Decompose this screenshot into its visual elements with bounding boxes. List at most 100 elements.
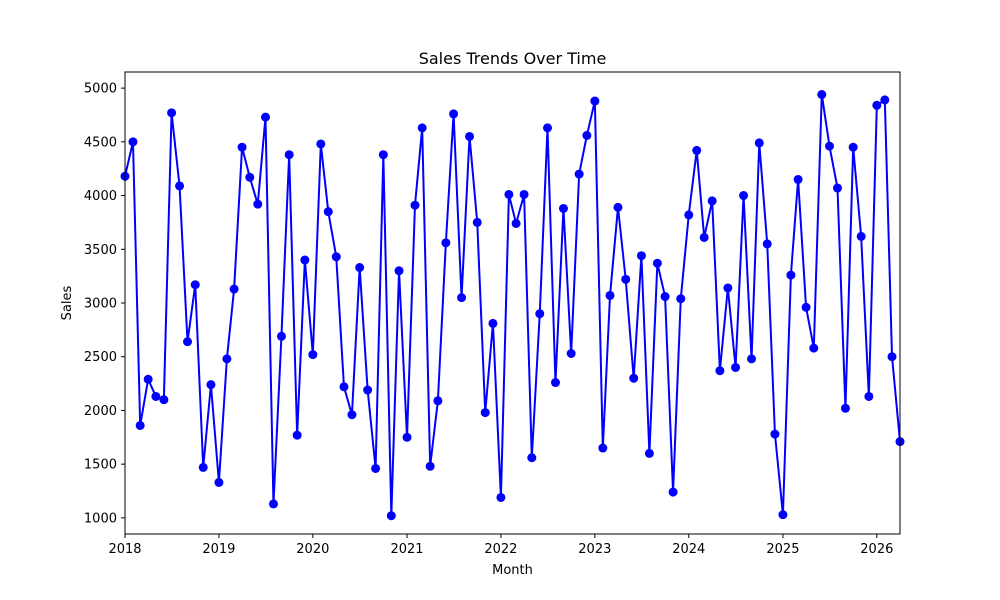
y-tick-label: 3000 <box>84 297 117 312</box>
data-point <box>198 462 208 472</box>
data-point <box>660 292 670 302</box>
data-point <box>801 302 811 312</box>
x-tick-label: 2023 <box>578 542 611 557</box>
data-point <box>135 420 145 430</box>
data-point <box>222 354 232 364</box>
y-axis-title: Sales <box>60 285 75 320</box>
data-point <box>308 350 318 360</box>
data-point <box>128 137 138 147</box>
data-point <box>793 174 803 184</box>
x-tick-label: 2024 <box>672 542 705 557</box>
data-point <box>699 232 709 242</box>
data-point <box>410 200 420 210</box>
data-point <box>817 90 827 100</box>
data-point <box>519 189 529 199</box>
data-point <box>872 100 882 110</box>
data-point <box>441 238 451 248</box>
data-point <box>229 284 239 294</box>
data-point <box>747 354 757 364</box>
data-point <box>183 337 193 347</box>
data-point <box>143 374 153 384</box>
data-point <box>535 309 545 319</box>
y-tick-label: 2000 <box>84 404 117 419</box>
data-point <box>864 391 874 401</box>
data-point <box>629 373 639 383</box>
plot-area <box>120 90 905 521</box>
data-point <box>770 429 780 439</box>
data-point <box>856 231 866 241</box>
y-tick-label: 4000 <box>84 189 117 204</box>
data-point <box>394 266 404 276</box>
data-point <box>786 270 796 280</box>
data-point <box>402 432 412 442</box>
data-point <box>363 385 373 395</box>
data-point <box>433 396 443 406</box>
data-point <box>723 283 733 293</box>
data-point <box>668 487 678 497</box>
data-point <box>151 391 161 401</box>
data-point <box>644 448 654 458</box>
data-point <box>378 150 388 160</box>
data-point <box>605 290 615 300</box>
data-point <box>715 366 725 376</box>
data-point <box>465 131 475 141</box>
data-point <box>707 196 717 206</box>
series-line <box>124 93 901 517</box>
data-point <box>621 274 631 284</box>
data-point <box>636 251 646 261</box>
data-point <box>253 199 263 209</box>
data-point <box>511 218 521 228</box>
data-point <box>323 207 333 217</box>
data-point <box>331 252 341 262</box>
x-tick-label: 2020 <box>296 542 329 557</box>
data-point <box>880 95 890 105</box>
data-point <box>417 123 427 133</box>
data-point <box>684 210 694 220</box>
data-point <box>245 172 255 182</box>
data-point <box>574 169 584 179</box>
data-point <box>731 362 741 372</box>
data-point <box>190 280 200 290</box>
data-point <box>175 181 185 191</box>
data-point <box>284 150 294 160</box>
chart-title: Sales Trends Over Time <box>419 49 607 68</box>
data-point <box>542 123 552 133</box>
x-tick-label: 2018 <box>108 542 141 557</box>
data-point <box>316 139 326 149</box>
data-point <box>292 430 302 440</box>
data-point <box>206 380 216 390</box>
data-point <box>276 331 286 341</box>
y-tick-label: 3500 <box>84 243 117 258</box>
data-point <box>762 239 772 249</box>
data-point <box>825 141 834 151</box>
x-axis-title: Month <box>492 563 533 578</box>
data-point <box>480 408 490 418</box>
data-point <box>809 343 819 353</box>
data-point <box>386 511 396 521</box>
data-point <box>300 255 310 265</box>
data-point <box>371 463 381 473</box>
data-point <box>598 443 608 453</box>
y-axis-ticks: 1000 1500 2000 2500 3000 3500 4000 4500 5000 <box>84 82 125 526</box>
data-point <box>472 217 482 227</box>
data-point <box>159 395 169 405</box>
data-point <box>840 403 850 413</box>
data-point <box>237 142 247 152</box>
x-tick-label: 2019 <box>202 542 235 557</box>
data-point <box>692 145 702 155</box>
data-point <box>260 112 270 122</box>
data-point <box>339 382 349 392</box>
y-tick-label: 4500 <box>84 135 117 150</box>
data-point <box>848 142 858 152</box>
x-axis-ticks: 2018 2019 2020 2021 2022 2023 2024 2025 2026 <box>108 534 893 557</box>
y-tick-label: 5000 <box>84 82 117 97</box>
data-point <box>676 294 686 304</box>
data-point <box>887 352 897 362</box>
x-tick-label: 2026 <box>860 542 893 557</box>
data-point <box>214 477 224 487</box>
x-tick-label: 2021 <box>390 542 423 557</box>
data-point <box>425 461 435 471</box>
data-point <box>778 510 788 520</box>
